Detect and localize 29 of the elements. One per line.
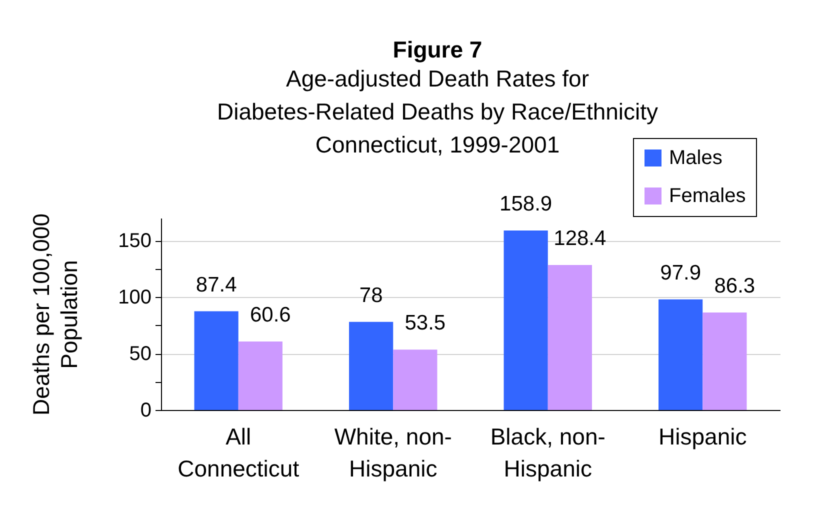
bar (194, 311, 238, 410)
y-axis-title: Deaths per 100,000 Population (28, 213, 82, 416)
bar (238, 342, 282, 410)
chart-subtitle: Age-adjusted Death Rates for Diabetes-Related Deaths by Race/Ethnicity Connecticut, 1999-2001 (216, 66, 659, 158)
x-tick-label: Hispanic (658, 424, 747, 450)
legend-label: Males (669, 147, 722, 169)
bar (349, 322, 394, 410)
bar (702, 312, 747, 410)
data-label: 97.9 (660, 261, 702, 284)
y-tick-label: 50 (129, 343, 152, 366)
bar (504, 230, 548, 410)
chart-title: Figure 7 (392, 36, 482, 62)
data-label: 87.4 (196, 273, 238, 296)
x-tick-label: White, non- Hispanic (334, 424, 452, 482)
bar (658, 299, 703, 410)
data-label: 60.6 (250, 304, 291, 327)
y-tick-label: 150 (118, 230, 152, 252)
data-label: 78 (359, 284, 383, 307)
x-tick-label: All Connecticut (178, 424, 300, 482)
y-tick-label: 0 (140, 400, 152, 422)
data-label: 86.3 (714, 274, 756, 298)
data-label: 158.9 (500, 192, 552, 216)
data-label: 53.5 (404, 312, 446, 335)
data-label: 128.4 (554, 226, 607, 250)
bar (548, 264, 592, 410)
x-tick-label: Black, non- Hispanic (490, 424, 606, 482)
y-tick-label: 100 (118, 286, 152, 309)
legend-label: Females (669, 185, 746, 207)
bar (393, 350, 438, 410)
